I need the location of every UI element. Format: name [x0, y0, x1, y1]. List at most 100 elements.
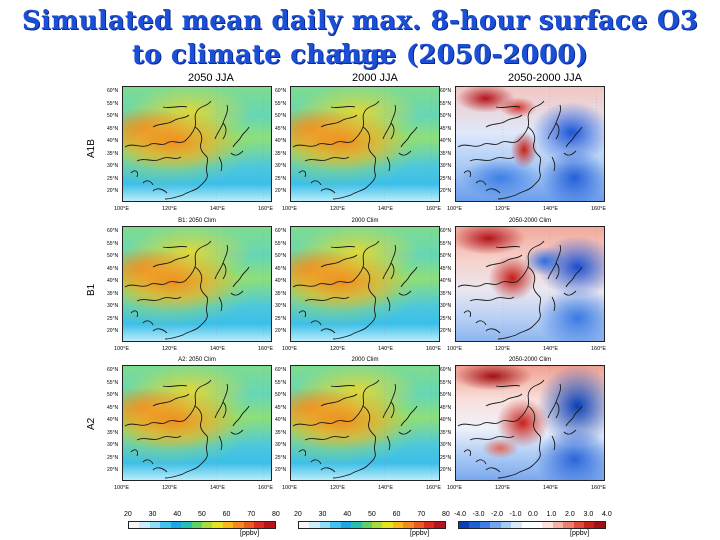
- coastline-path: [547, 244, 561, 280]
- longitude-tick: 120°E: [162, 206, 178, 212]
- latitude-tick: 45°N: [107, 404, 119, 411]
- coastline-path: [214, 383, 228, 419]
- longitude-tick: 140°E: [378, 206, 394, 212]
- colorbar-swatch: [413, 522, 425, 528]
- colorbar-swatch: [160, 522, 171, 528]
- coastline-path: [152, 188, 184, 200]
- longitude-tick: 100°E: [114, 485, 130, 491]
- colorbar-swatch: [264, 522, 275, 528]
- longitude-tick: 160°E: [591, 346, 607, 352]
- latitude-tick: 45°N: [275, 265, 287, 272]
- colorbar-tick: 40: [173, 511, 182, 518]
- latitude-tick: 35°N: [275, 150, 287, 157]
- latitude-tick: 50°N: [107, 253, 119, 259]
- latitude-tick: 20°N: [107, 188, 119, 194]
- coastline-path: [320, 245, 358, 268]
- panel-title: B1: 2050 Clim: [178, 218, 216, 224]
- map-panel-a2-c2050: [122, 365, 272, 481]
- longitude-tick: 160°E: [426, 485, 442, 491]
- colorbar-swatch: [552, 522, 564, 528]
- column-header-2000: 2000 JJA: [352, 72, 398, 84]
- coastline-path: [304, 296, 350, 302]
- colorbar-tick: 60: [392, 511, 401, 518]
- longitude-tick: 120°E: [495, 346, 511, 352]
- latitude-tick: 55°N: [275, 100, 287, 107]
- colorbar-tick: 50: [198, 511, 206, 518]
- longitude-tick: 120°E: [330, 346, 346, 352]
- latitude-tick: 30°N: [440, 442, 452, 448]
- coastline-path: [350, 266, 377, 336]
- colorbar-swatch: [309, 522, 320, 528]
- colorbar-swatch: [361, 522, 372, 528]
- coastline-path: [292, 379, 380, 427]
- latitude-tick: 20°N: [275, 328, 287, 334]
- coastline-path: [130, 435, 223, 465]
- row-label-b1: B1: [86, 283, 97, 296]
- longitude-tick: 100°E: [447, 206, 463, 212]
- colorbar-swatch: [584, 522, 595, 528]
- coastline-path: [398, 405, 418, 435]
- coastline-path: [463, 156, 556, 186]
- latitude-tick: 25°N: [275, 315, 287, 322]
- colorbar-swatch: [222, 522, 234, 528]
- colorbar-swatch: [563, 522, 574, 528]
- coastline-path: [320, 188, 352, 200]
- colorbar-swatch: [170, 522, 182, 528]
- latitude-tick: 30°N: [275, 303, 287, 309]
- colorbar-swatch: [573, 522, 585, 528]
- coastline-path: [304, 435, 350, 441]
- panel-title: A2: 2050 Clim: [178, 357, 216, 363]
- latitude-tick: 30°N: [275, 442, 287, 448]
- coastline-path: [124, 379, 212, 427]
- longitude-tick: 160°E: [591, 206, 607, 212]
- coastline-path: [320, 328, 352, 340]
- coastline-path: [485, 245, 523, 268]
- longitude-tick: 100°E: [282, 485, 298, 491]
- colorbar-swatch: [531, 522, 543, 528]
- coastline-path: [136, 156, 182, 162]
- latitude-tick: 20°N: [275, 467, 287, 473]
- colorbar-tick: -3.0: [472, 511, 485, 518]
- latitude-tick: 25°N: [275, 454, 287, 461]
- coastline-path: [485, 328, 517, 340]
- coastline-overlay: [457, 366, 597, 480]
- longitude-tick: 120°E: [495, 206, 511, 212]
- colorbar-tick: 60: [222, 511, 231, 518]
- coastline-path: [152, 467, 184, 479]
- map-panel-b1-c2000: [290, 226, 440, 342]
- latitude-tick: 20°N: [440, 467, 452, 473]
- map-panel-a1b-c2050: [122, 86, 272, 202]
- colorbar-swatch: [500, 522, 512, 528]
- coastline-path: [350, 405, 377, 475]
- colorbar-swatch: [340, 522, 352, 528]
- colorbar-swatch: [299, 522, 310, 528]
- coastline-path: [547, 104, 561, 140]
- colorbar-tick: 3.0: [583, 511, 594, 518]
- latitude-tick: 55°N: [440, 100, 452, 107]
- coastline-path: [124, 240, 212, 288]
- latitude-tick: 40°N: [440, 138, 452, 144]
- colorbar-swatch: [542, 522, 553, 528]
- colorbar-swatch: [254, 522, 265, 528]
- colorbar-swatch: [434, 522, 445, 528]
- colorbar-tick: 4.0: [602, 511, 612, 518]
- latitude-tick: 30°N: [275, 163, 287, 169]
- colorbar-swatch: [233, 522, 244, 528]
- colorbar-swatch: [191, 522, 202, 528]
- panel-title: 2050-2000 Clim: [508, 218, 552, 224]
- colorbar-tick: 50: [368, 511, 376, 518]
- map-panel-a1b-cdiff: [455, 86, 605, 202]
- coastline-path: [563, 405, 583, 435]
- coastline-path: [230, 126, 250, 156]
- map-panel-a2-c2000: [290, 365, 440, 481]
- coastline-path: [469, 435, 515, 441]
- colorbar-swatch: [351, 522, 362, 528]
- latitude-tick: 25°N: [107, 315, 119, 322]
- map-panel-b1-c2050: [122, 226, 272, 342]
- latitude-tick: 25°N: [440, 315, 452, 322]
- longitude-tick: 140°E: [543, 346, 559, 352]
- latitude-tick: 60°N: [107, 88, 119, 94]
- colorbar-swatch: [511, 522, 522, 528]
- column-header-2050: 2050 JJA: [188, 72, 234, 84]
- coastline-path: [230, 266, 250, 296]
